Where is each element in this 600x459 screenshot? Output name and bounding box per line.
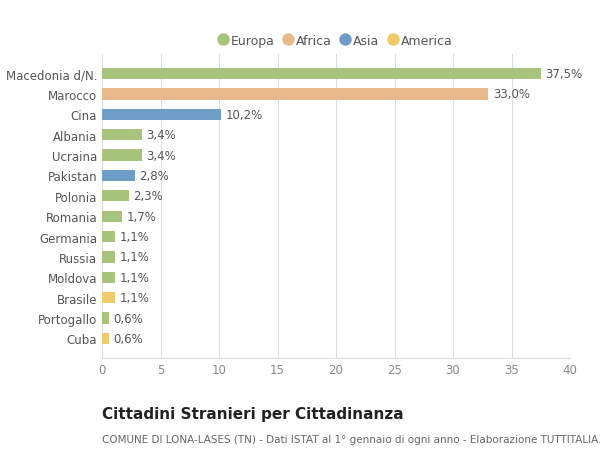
Bar (102, 333, 109, 344)
Bar (102, 150, 142, 161)
Text: 2,8%: 2,8% (139, 169, 169, 183)
Text: 33,0%: 33,0% (493, 88, 530, 101)
Bar (102, 69, 541, 80)
Text: Cittadini Stranieri per Cittadinanza: Cittadini Stranieri per Cittadinanza (102, 406, 404, 421)
Text: 2,3%: 2,3% (134, 190, 163, 203)
Bar (102, 191, 129, 202)
Bar (102, 89, 488, 101)
Bar (102, 272, 115, 283)
Bar (102, 110, 221, 121)
Text: 10,2%: 10,2% (226, 109, 263, 122)
Bar (102, 231, 115, 243)
Bar (102, 130, 142, 141)
Text: COMUNE DI LONA-LASES (TN) - Dati ISTAT al 1° gennaio di ogni anno - Elaborazione: COMUNE DI LONA-LASES (TN) - Dati ISTAT a… (102, 434, 600, 444)
Text: 1,1%: 1,1% (119, 251, 149, 264)
Bar (102, 211, 122, 222)
Text: 3,4%: 3,4% (146, 149, 176, 162)
Bar (102, 252, 115, 263)
Bar (102, 170, 135, 182)
Text: 0,6%: 0,6% (114, 312, 143, 325)
Bar (102, 292, 115, 303)
Legend: Europa, Africa, Asia, America: Europa, Africa, Asia, America (216, 31, 456, 51)
Text: 3,4%: 3,4% (146, 129, 176, 142)
Text: 0,6%: 0,6% (114, 332, 143, 345)
Text: 1,1%: 1,1% (119, 271, 149, 284)
Text: 1,1%: 1,1% (119, 291, 149, 304)
Text: 1,1%: 1,1% (119, 230, 149, 244)
Bar (102, 313, 109, 324)
Text: 37,5%: 37,5% (545, 68, 583, 81)
Text: 1,7%: 1,7% (127, 210, 157, 223)
